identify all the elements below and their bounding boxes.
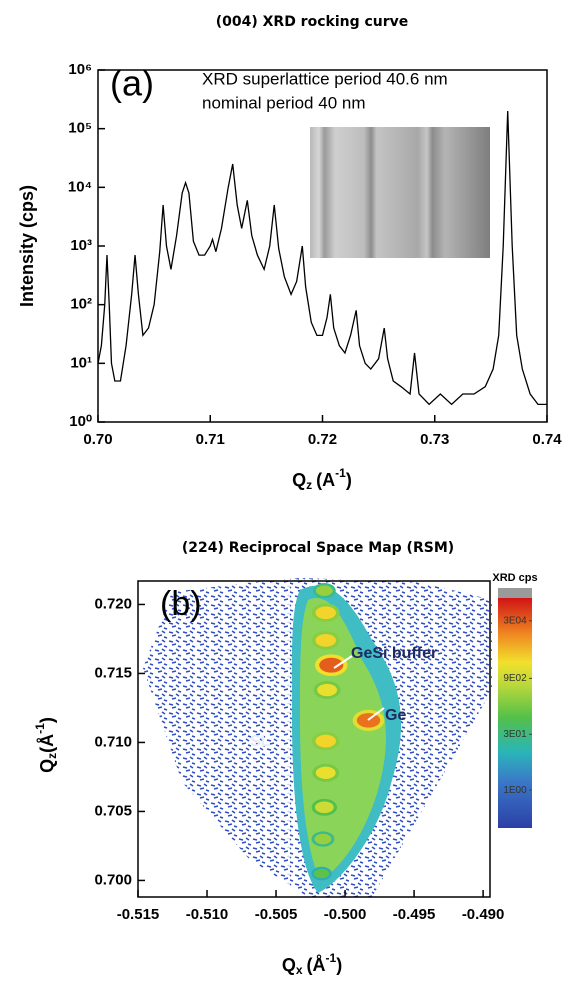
x-axis-label: Qz(A-1)	[292, 466, 352, 492]
colorbar-label: XRD cps	[492, 572, 537, 584]
y-tick-label: 0.715	[94, 664, 132, 681]
y-tick-label: 0.720	[94, 595, 132, 612]
chart-title: (004) XRD rocking curve	[216, 14, 409, 30]
annotation: XRD superlattice period 40.6 nm	[202, 69, 448, 88]
y-tick-label: 0.705	[94, 802, 132, 819]
y-tick-label: 10²	[70, 296, 92, 313]
colorbar-tick-label: 3E01	[503, 729, 527, 740]
x-tick-label: 0.70	[83, 431, 112, 448]
y-tick-label: 10⁵	[68, 120, 92, 137]
colorbar-tick-label: 1E00	[503, 785, 527, 796]
annotation: SL	[250, 733, 271, 750]
annotation: nominal period 40 nm	[202, 93, 365, 112]
peak	[317, 684, 337, 696]
annotation: GeSi buffer	[351, 645, 437, 662]
y-tick-label: 10¹	[70, 354, 92, 371]
y-tick-label: 10⁴	[68, 178, 92, 195]
y-tick-label: 0.700	[94, 871, 132, 888]
chart-title: (224) Reciprocal Space Map (RSM)	[182, 540, 454, 556]
x-tick-label: -0.495	[393, 906, 436, 923]
peak	[315, 606, 336, 619]
figure: (004) XRD rocking curve (a) XRD superlat…	[0, 0, 567, 992]
x-tick-label: -0.500	[324, 906, 367, 923]
colorbar-tick-label: 9E02	[503, 673, 527, 684]
peak	[316, 585, 333, 595]
x-tick-label: -0.505	[255, 906, 298, 923]
x-tick-label: 0.72	[308, 431, 337, 448]
y-tick-label: 0.710	[94, 733, 132, 750]
peak	[315, 634, 336, 647]
colorbar-cap	[498, 588, 532, 598]
y-axis-label: Qz(Å-1)	[33, 717, 59, 773]
peak	[315, 735, 336, 748]
y-tick-label: 10³	[70, 237, 92, 254]
x-tick-label: 0.71	[196, 431, 225, 448]
annotation: Ge	[385, 707, 406, 724]
peak	[315, 801, 334, 813]
x-tick-label: -0.510	[186, 906, 229, 923]
peak	[316, 767, 336, 779]
y-tick-label: 10⁶	[68, 61, 92, 78]
y-tick-label: 10⁰	[69, 413, 92, 430]
peak	[314, 869, 329, 878]
panel-label: (a)	[110, 63, 154, 104]
x-axis-label: Qx(Å-1)	[282, 951, 342, 977]
x-tick-label: 0.73	[420, 431, 449, 448]
panel-label: (b)	[160, 585, 202, 623]
peak	[315, 834, 332, 844]
inset-image	[310, 127, 490, 258]
colorbar-tick-label: 3E04	[503, 615, 527, 626]
x-tick-label: -0.490	[462, 906, 505, 923]
y-axis-label: Intensity (cps)	[17, 185, 37, 307]
x-tick-label: -0.515	[117, 906, 160, 923]
x-tick-label: 0.74	[532, 431, 562, 448]
